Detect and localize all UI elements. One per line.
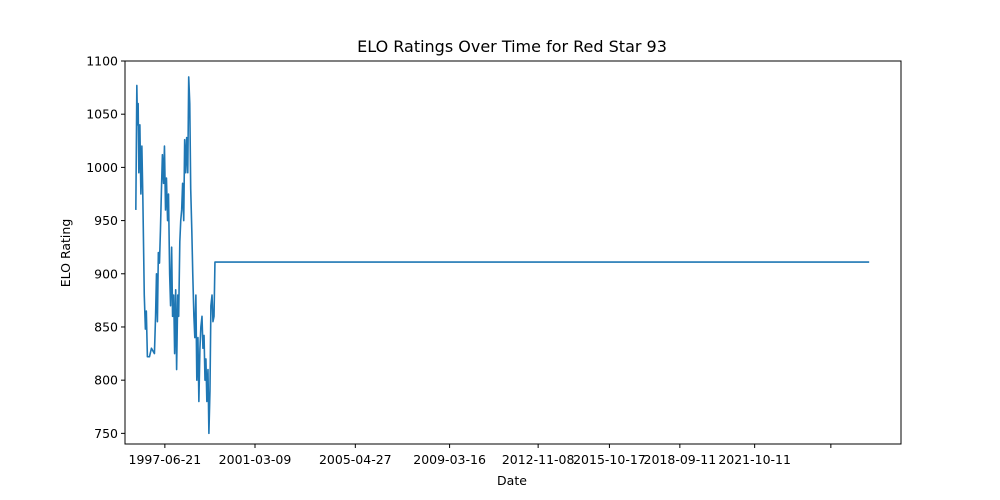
x-axis: 1997-06-21 2001-03-09 2005-04-27 2009-03-16… bbox=[129, 444, 832, 467]
plot-area bbox=[135, 76, 870, 435]
x-tick-label: 2012-11-08 bbox=[502, 452, 575, 467]
series-line-0 bbox=[135, 76, 870, 435]
y-tick-label: 750 bbox=[94, 426, 118, 441]
axes-frame bbox=[124, 60, 902, 445]
x-tick-label: 2001-03-09 bbox=[219, 452, 292, 467]
y-tick-label: 1100 bbox=[86, 54, 118, 69]
y-axis: 750 800 850 900 950 1000 1050 1100 bbox=[86, 54, 125, 441]
x-axis-label: Date bbox=[497, 473, 527, 488]
y-tick-label: 850 bbox=[94, 319, 118, 334]
chart-title: ELO Ratings Over Time for Red Star 93 bbox=[357, 37, 667, 56]
y-tick-label: 900 bbox=[94, 266, 118, 281]
y-tick-label: 1000 bbox=[86, 160, 118, 175]
x-tick-label: 2005-04-27 bbox=[319, 452, 392, 467]
x-tick-label: 2021-10-11 bbox=[718, 452, 791, 467]
y-tick-label: 950 bbox=[94, 213, 118, 228]
x-tick-label: 2018-09-11 bbox=[644, 452, 717, 467]
x-tick-label: 2015-10-17 bbox=[573, 452, 646, 467]
x-tick-label: 1997-06-21 bbox=[129, 452, 202, 467]
y-axis-label: ELO Rating bbox=[58, 219, 73, 288]
x-tick-label: 2009-03-16 bbox=[413, 452, 486, 467]
y-tick-label: 800 bbox=[94, 373, 118, 388]
y-tick-label: 1050 bbox=[86, 107, 118, 122]
